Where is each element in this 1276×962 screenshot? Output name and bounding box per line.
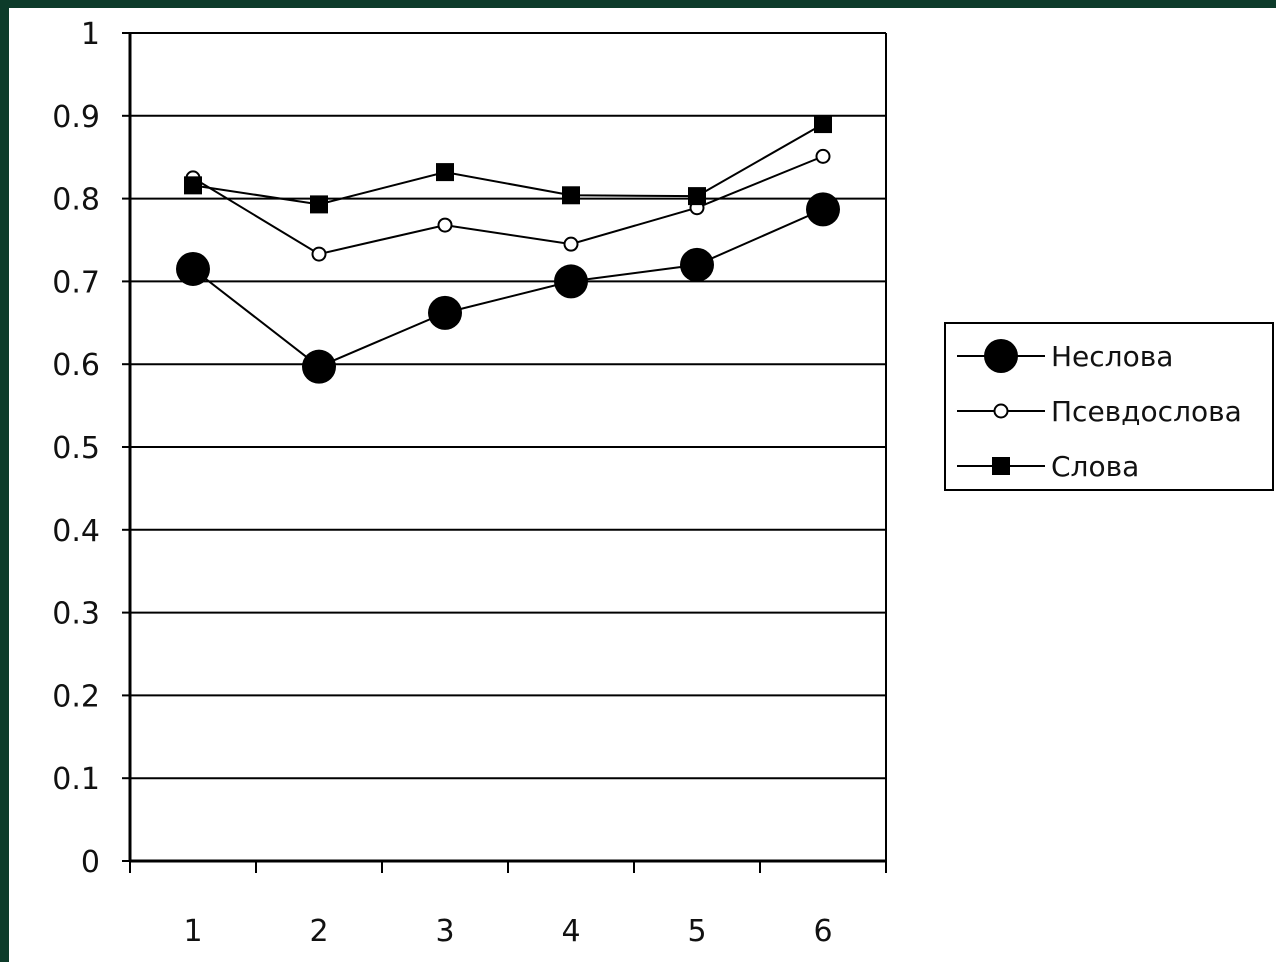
y-tick-label: 1 <box>81 17 100 52</box>
data-point <box>302 349 336 384</box>
x-tick-label: 6 <box>813 914 832 949</box>
x-tick-labels: 1 2 3 4 5 6 <box>183 914 832 949</box>
y-tick-label: 0.7 <box>52 265 100 300</box>
x-tick-label: 4 <box>561 914 580 949</box>
x-tick-label: 5 <box>687 914 706 949</box>
y-tick-label: 0.1 <box>52 762 100 797</box>
y-tick-label: 0.5 <box>52 431 100 466</box>
legend-label: Слова <box>1051 450 1139 483</box>
y-tick-label: 0.3 <box>52 597 100 632</box>
y-tick-label: 0 <box>81 845 100 880</box>
data-point <box>428 295 462 330</box>
data-point <box>176 251 210 286</box>
data-point <box>311 246 327 262</box>
chart-panel: 0 0.1 0.2 0.3 0.4 0.5 0.6 0.7 0.8 0.9 1 1 2 3 4 5 6 Нес… <box>9 8 1276 962</box>
series-line-1 <box>192 208 824 368</box>
x-tick-label: 2 <box>309 914 328 949</box>
data-point <box>554 264 588 299</box>
data-point <box>688 187 706 206</box>
series-line-3 <box>192 123 824 206</box>
data-point <box>562 186 580 205</box>
data-point <box>806 192 840 227</box>
y-tick-label: 0.8 <box>52 183 100 218</box>
data-point <box>436 163 454 182</box>
y-tick-label: 0.4 <box>52 514 100 549</box>
data-point <box>437 217 453 233</box>
legend-marker <box>984 339 1018 373</box>
y-tick-label: 0.2 <box>52 679 100 714</box>
legend: Неслова Псевдослова Слова <box>944 322 1274 491</box>
y-tick-labels: 0 0.1 0.2 0.3 0.4 0.5 0.6 0.7 0.8 0.9 1 <box>52 17 100 880</box>
series <box>176 115 840 384</box>
data-point <box>680 247 714 282</box>
line-chart: 0 0.1 0.2 0.3 0.4 0.5 0.6 0.7 0.8 0.9 1 1 2 3 4 5 6 Нес… <box>52 17 1274 949</box>
legend-label: Неслова <box>1051 340 1173 373</box>
axes <box>122 32 887 873</box>
data-point <box>814 115 832 134</box>
y-tick-label: 0.6 <box>52 348 100 383</box>
data-point <box>310 195 328 214</box>
x-tick-label: 3 <box>435 914 454 949</box>
legend-label: Псевдослова <box>1051 395 1242 428</box>
y-tick-label: 0.9 <box>52 100 100 135</box>
data-point <box>815 148 831 164</box>
data-point <box>563 236 579 252</box>
gridlines <box>130 32 886 780</box>
legend-marker <box>992 457 1010 475</box>
legend-marker <box>993 403 1009 419</box>
series-line-2 <box>192 155 824 256</box>
data-point <box>184 176 202 195</box>
x-tick-label: 1 <box>183 914 202 949</box>
